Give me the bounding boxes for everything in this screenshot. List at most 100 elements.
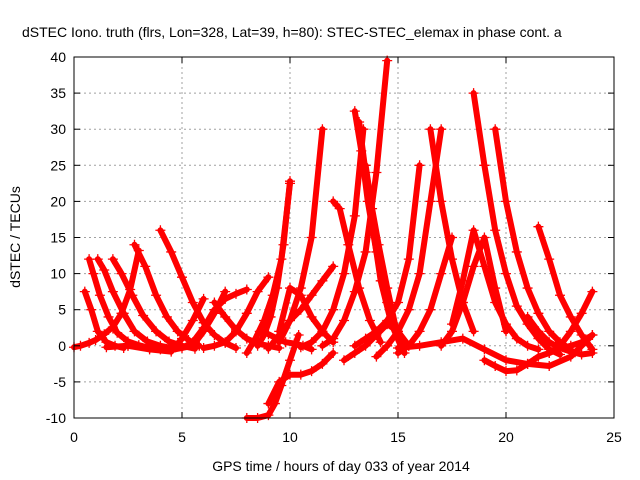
data-point (274, 337, 285, 348)
data-point (447, 319, 457, 330)
data-point (501, 196, 511, 207)
y-tick-label: -5 (54, 374, 67, 390)
data-point (285, 369, 295, 380)
data-point (339, 355, 349, 366)
data-point (468, 225, 479, 236)
data-point (533, 221, 544, 232)
data-point (166, 246, 177, 257)
series-33-trace (470, 90, 563, 358)
y-axis-label: dSTEC / TECUs (7, 186, 23, 288)
data-point (371, 351, 382, 362)
data-point (393, 297, 403, 308)
data-point (511, 301, 522, 312)
data-point (144, 342, 155, 353)
data-point (533, 351, 544, 362)
data-point (501, 366, 511, 377)
data-point (587, 329, 598, 340)
data-point (425, 304, 436, 315)
data-point (241, 308, 252, 319)
data-point (263, 272, 274, 283)
data-point (107, 286, 118, 297)
data-point (328, 333, 339, 344)
data-point (576, 308, 587, 319)
data-point (79, 286, 90, 297)
data-point (86, 304, 97, 315)
data-point (425, 124, 436, 135)
data-point (107, 254, 118, 265)
data-point (177, 333, 187, 344)
data-point (285, 283, 295, 294)
data-point (209, 340, 220, 351)
data-point (231, 288, 241, 299)
series-17 (263, 348, 339, 409)
data-point (360, 160, 371, 171)
data-point (151, 290, 162, 301)
series-20 (295, 124, 369, 353)
data-point (349, 106, 360, 117)
data-point (295, 342, 306, 353)
data-point (360, 246, 371, 257)
data-point (138, 310, 149, 321)
data-point (354, 116, 365, 127)
data-point (317, 358, 328, 369)
data-point (565, 346, 576, 357)
series-37 (533, 221, 598, 355)
data-point (479, 232, 490, 243)
data-point (382, 319, 393, 330)
data-point (254, 326, 265, 337)
data-point (511, 246, 522, 257)
data-point (457, 333, 468, 344)
data-point (544, 348, 555, 359)
y-tick-label: -10 (46, 410, 66, 426)
data-point (252, 340, 263, 351)
data-point (306, 232, 317, 243)
data-point (587, 286, 598, 297)
data-point (501, 355, 511, 366)
series-39 (522, 311, 598, 360)
data-point (177, 342, 187, 353)
data-point (382, 283, 393, 294)
data-point (127, 290, 138, 301)
y-tick-label: 5 (58, 302, 66, 318)
data-point (436, 337, 447, 348)
data-point (198, 322, 209, 333)
data-point (457, 275, 468, 286)
data-point (177, 272, 187, 283)
data-point (231, 342, 241, 353)
data-point (511, 333, 522, 344)
data-point (328, 261, 339, 272)
data-point (522, 340, 533, 351)
data-point (371, 329, 382, 340)
data-point (88, 268, 99, 279)
data-point (209, 329, 220, 340)
data-point (490, 297, 501, 308)
data-point (414, 160, 425, 171)
data-point (565, 326, 576, 337)
data-point (468, 88, 479, 99)
data-point (129, 326, 140, 337)
data-point (263, 398, 274, 409)
data-point (479, 355, 490, 366)
x-tick-label: 5 (178, 429, 186, 445)
data-point (436, 124, 447, 135)
series-30-trace (427, 126, 477, 335)
data-point (187, 315, 198, 326)
data-point (317, 124, 328, 135)
y-tick-label: 25 (50, 157, 66, 173)
x-axis-label: GPS time / hours of day 033 of year 2014 (212, 458, 470, 474)
data-point (339, 315, 349, 326)
data-point (94, 290, 105, 301)
data-point (414, 326, 425, 337)
data-point (306, 290, 317, 301)
series-36-trace (395, 332, 596, 369)
series-34-trace (492, 126, 574, 353)
data-point (393, 326, 403, 337)
data-point (285, 315, 295, 326)
data-point (339, 268, 349, 279)
data-point (490, 124, 501, 135)
data-point (295, 304, 306, 315)
data-point (209, 297, 220, 308)
data-point (231, 324, 241, 335)
data-point (84, 254, 95, 265)
